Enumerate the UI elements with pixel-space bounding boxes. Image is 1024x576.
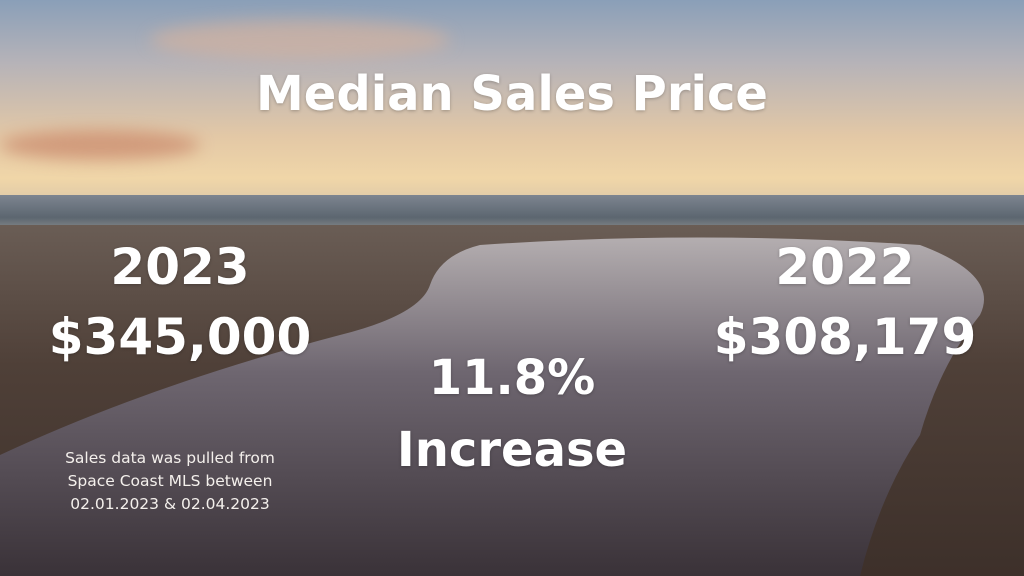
cloud <box>0 130 200 160</box>
note-line: Space Coast MLS between <box>67 472 273 490</box>
change-label: Increase <box>396 422 628 478</box>
previous-price: $308,179 <box>713 308 977 366</box>
note-line: Sales data was pulled from <box>65 449 275 467</box>
current-year: 2023 <box>110 238 250 296</box>
note-line: 02.01.2023 & 02.04.2023 <box>70 495 270 513</box>
source-note: Sales data was pulled from Space Coast M… <box>40 447 300 516</box>
previous-year: 2022 <box>775 238 915 296</box>
page-title: Median Sales Price <box>256 66 768 122</box>
change-percent: 11.8% <box>428 350 596 406</box>
current-price: $345,000 <box>48 308 312 366</box>
cloud <box>150 20 450 60</box>
tidal-pool <box>0 237 984 576</box>
